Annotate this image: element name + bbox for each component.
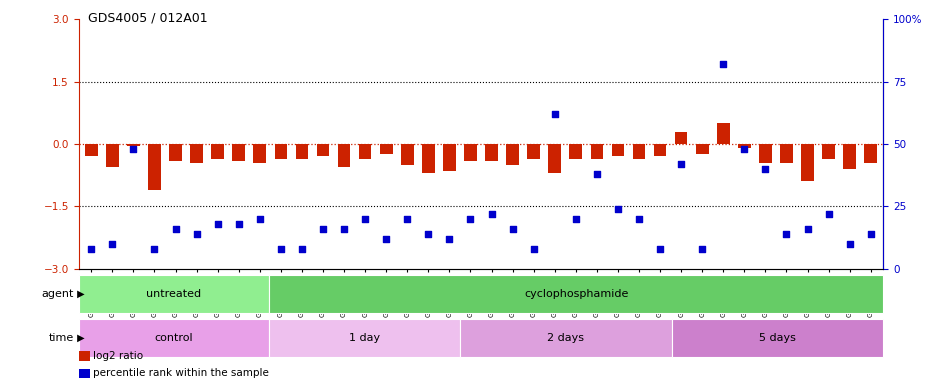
Point (843, 241, 857, 247)
Bar (633, 144, 646, 159)
Bar (232, 144, 245, 161)
Bar (79, 319, 269, 357)
Point (463, 216, 478, 222)
Point (526, 246, 541, 252)
Text: percentile rank within the sample: percentile rank within the sample (93, 368, 269, 378)
Bar (738, 144, 751, 148)
Point (589, 171, 604, 177)
Bar (127, 144, 140, 146)
Bar (169, 144, 182, 161)
Point (168, 226, 183, 232)
Bar (253, 144, 266, 163)
Bar (822, 144, 835, 159)
Bar (590, 144, 603, 159)
Point (737, 146, 752, 152)
Bar (85, 144, 97, 157)
Bar (801, 144, 814, 182)
Point (673, 161, 688, 167)
Point (505, 226, 520, 232)
Text: time: time (49, 333, 74, 343)
Text: ▶: ▶ (74, 289, 84, 299)
Point (548, 111, 562, 117)
Bar (672, 319, 883, 357)
Bar (422, 144, 435, 173)
Point (821, 211, 836, 217)
Text: control: control (154, 333, 193, 343)
Point (84, 246, 99, 252)
Point (147, 246, 162, 252)
Text: untreated: untreated (146, 289, 202, 299)
Text: cyclophosphamide: cyclophosphamide (524, 289, 628, 299)
Bar (865, 144, 877, 163)
Bar (401, 144, 413, 165)
Point (274, 246, 289, 252)
Point (253, 216, 267, 222)
Text: 1 day: 1 day (349, 333, 380, 343)
Point (695, 246, 709, 252)
Bar (359, 144, 372, 159)
Bar (296, 144, 308, 159)
Point (610, 206, 625, 212)
Point (294, 246, 309, 252)
Text: ▶: ▶ (74, 333, 84, 343)
Bar (549, 144, 561, 173)
Point (315, 226, 330, 232)
Point (337, 226, 352, 232)
Point (190, 231, 204, 237)
Point (800, 226, 815, 232)
Bar (275, 144, 287, 159)
Bar (148, 144, 161, 190)
Bar (675, 132, 687, 144)
Text: 5 days: 5 days (759, 333, 796, 343)
Bar (269, 275, 883, 313)
Bar (106, 144, 118, 167)
Point (716, 61, 731, 67)
Bar (506, 144, 519, 165)
Point (758, 166, 772, 172)
Point (653, 246, 668, 252)
Point (632, 216, 647, 222)
Text: agent: agent (42, 289, 74, 299)
Bar (211, 144, 224, 159)
Bar (338, 144, 351, 167)
Point (400, 216, 414, 222)
Point (126, 146, 141, 152)
Point (863, 231, 878, 237)
Bar (844, 144, 856, 169)
Bar (79, 275, 269, 313)
Bar (269, 319, 460, 357)
Point (231, 221, 246, 227)
Text: GDS4005 / 012A01: GDS4005 / 012A01 (88, 12, 207, 25)
Bar (654, 144, 666, 156)
Point (568, 216, 583, 222)
Point (210, 221, 225, 227)
Bar (696, 144, 709, 154)
Point (379, 236, 394, 242)
Bar (191, 144, 203, 163)
Bar (570, 144, 582, 159)
Bar (380, 144, 392, 154)
Point (484, 211, 499, 217)
Bar (527, 144, 540, 159)
Text: 2 days: 2 days (548, 333, 585, 343)
Text: log2 ratio: log2 ratio (93, 351, 143, 361)
Bar (717, 123, 730, 144)
Point (421, 231, 436, 237)
Bar (316, 144, 329, 157)
Bar (759, 144, 771, 163)
Bar (780, 144, 793, 163)
Bar (443, 144, 456, 171)
Point (442, 236, 457, 242)
Bar (486, 144, 498, 161)
Bar (460, 319, 672, 357)
Bar (611, 144, 624, 157)
Bar (464, 144, 476, 161)
Point (779, 231, 794, 237)
Point (358, 216, 373, 222)
Point (105, 241, 119, 247)
